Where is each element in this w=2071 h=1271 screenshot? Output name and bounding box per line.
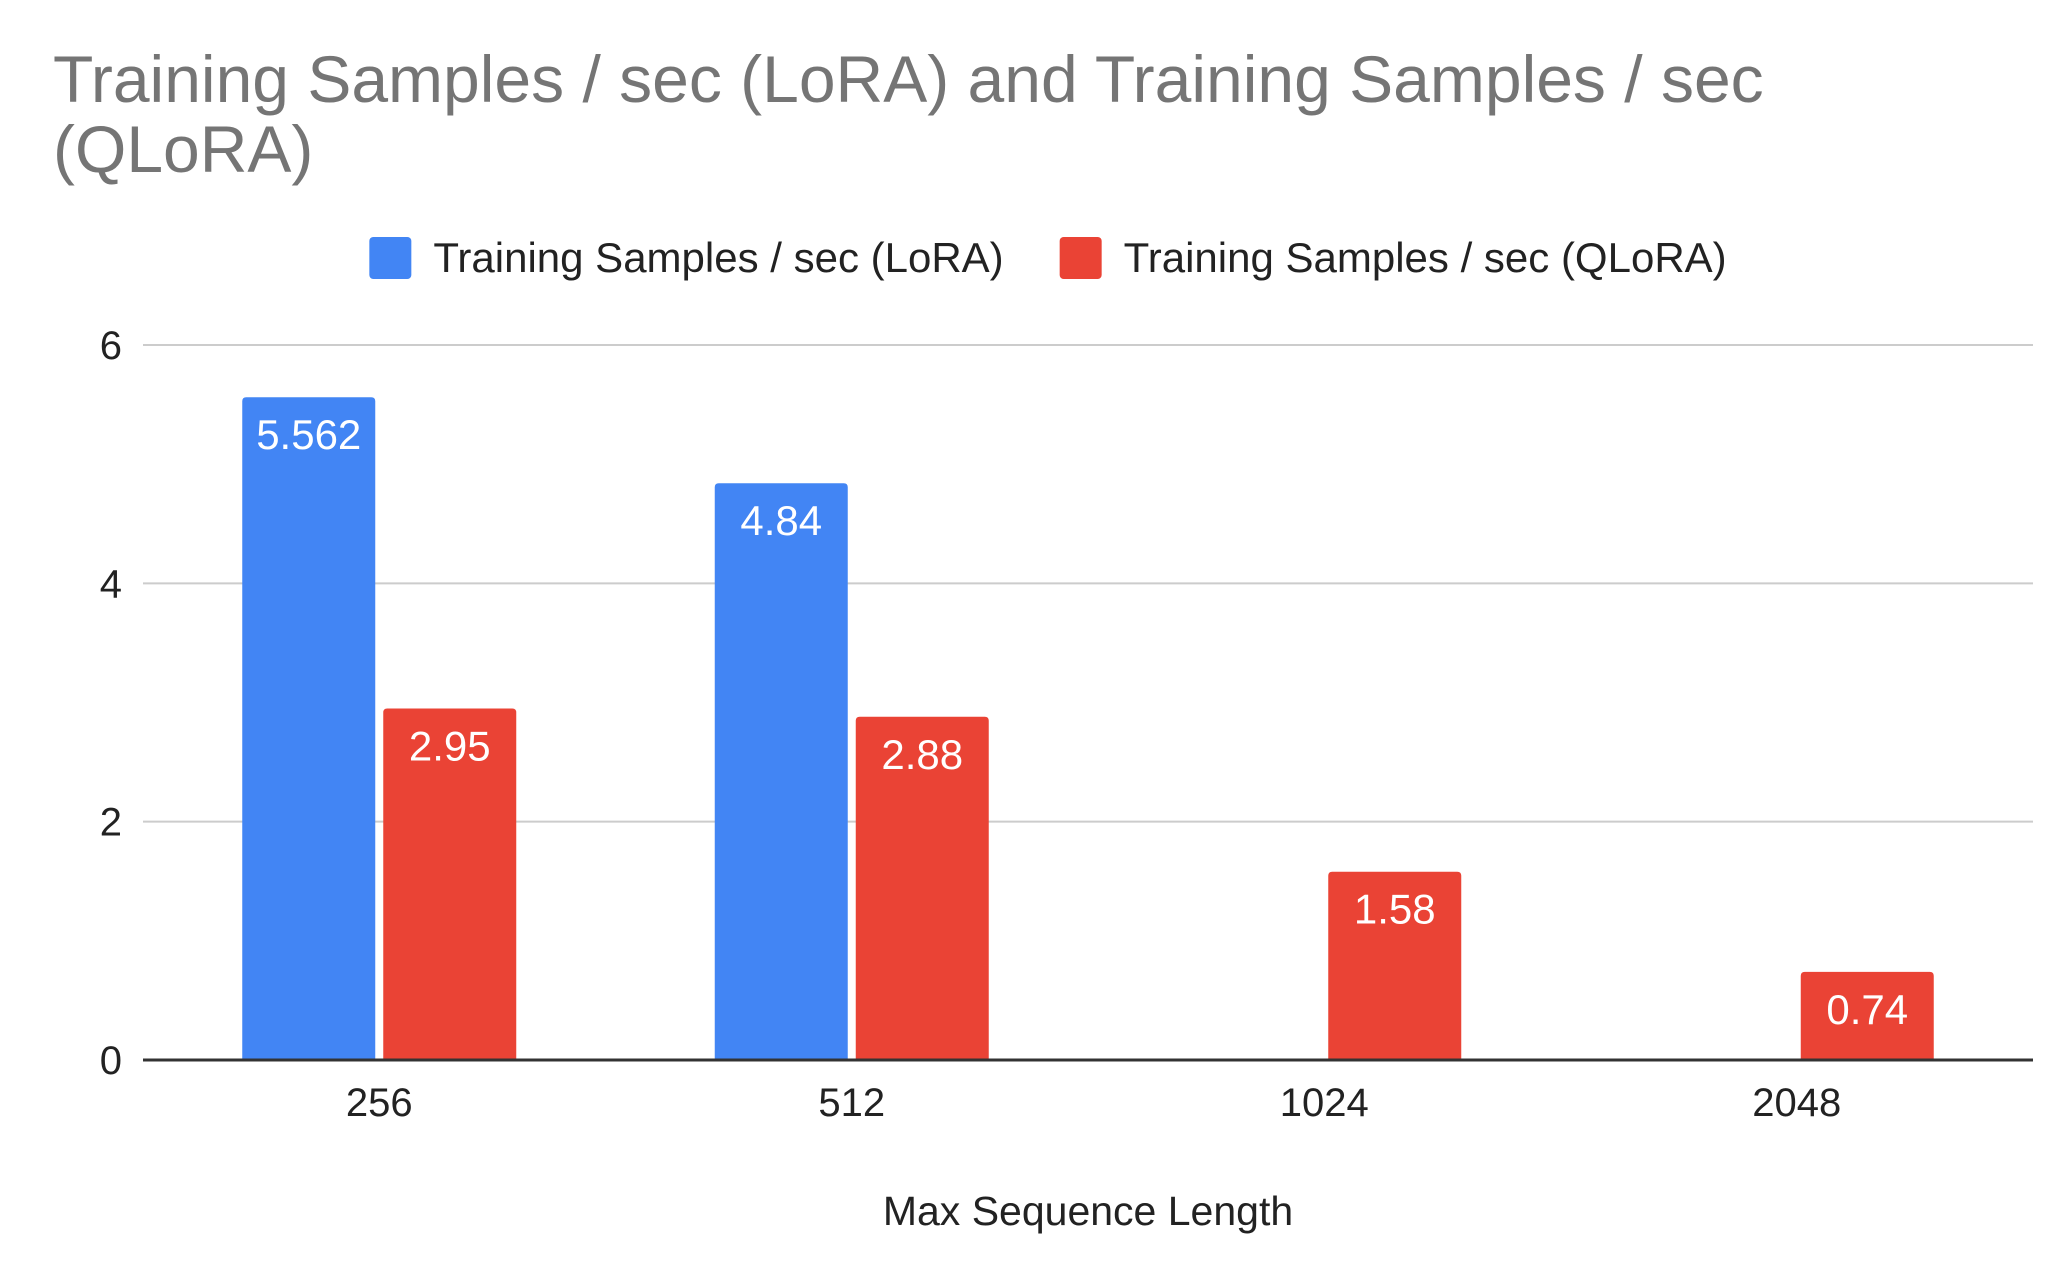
data-label: 0.74 [1826, 986, 1908, 1033]
data-label: 5.562 [256, 411, 361, 458]
y-axis-ticks: 0 2 4 6 [100, 324, 122, 1083]
bar-lora-256 [242, 397, 376, 1060]
legend-swatch-qlora [1059, 237, 1102, 279]
chart-title: Training Samples / sec (LoRA) and Traini… [53, 42, 1764, 186]
bar-qlora-1024 [1328, 871, 1462, 1060]
x-tick-label: 2048 [1752, 1081, 1841, 1125]
legend-swatch-lora [369, 237, 412, 279]
legend: Training Samples / sec (LoRA) Training Sa… [369, 234, 1727, 281]
bar-qlora-256 [383, 708, 517, 1060]
y-tick-label: 6 [100, 324, 122, 368]
data-label: 1.58 [1354, 886, 1436, 933]
data-label: 2.88 [881, 731, 963, 778]
x-axis-ticks: 256 512 1024 2048 [346, 1081, 1841, 1125]
bar-lora-512 [714, 483, 848, 1060]
legend-label-qlora: Training Samples / sec (QLoRA) [1124, 234, 1727, 281]
y-tick-label: 0 [100, 1039, 122, 1083]
data-label: 4.84 [740, 497, 822, 544]
legend-label-lora: Training Samples / sec (LoRA) [433, 234, 1003, 281]
data-labels: 5.562 2.95 4.84 2.88 1.58 0.74 [256, 411, 1908, 1033]
bars [242, 397, 1934, 1060]
bar-qlora-2048 [1800, 971, 1934, 1060]
x-tick-label: 1024 [1280, 1081, 1369, 1125]
x-axis-label: Max Sequence Length [883, 1188, 1293, 1234]
bar-qlora-512 [855, 716, 989, 1060]
data-label: 2.95 [409, 722, 491, 769]
y-tick-label: 2 [100, 801, 122, 845]
x-tick-label: 256 [346, 1081, 413, 1125]
x-tick-label: 512 [818, 1081, 885, 1125]
y-tick-label: 4 [100, 562, 122, 606]
